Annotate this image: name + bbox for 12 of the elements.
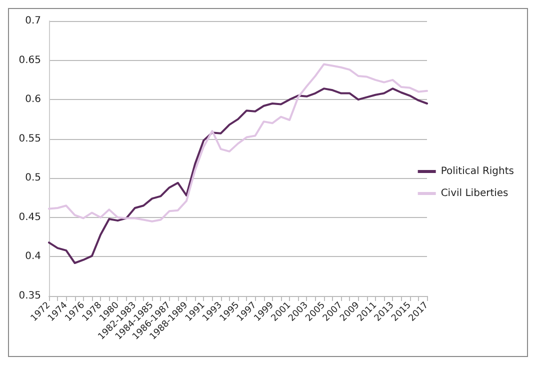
legend-label: Political Rights bbox=[440, 166, 514, 177]
y-tick-label: 0.35 bbox=[18, 290, 41, 302]
y-tick-label: 0.45 bbox=[18, 212, 41, 223]
y-tick-label: 0.65 bbox=[18, 54, 41, 66]
y-tick-label: 0.4 bbox=[25, 251, 41, 262]
line-series bbox=[48, 88, 428, 264]
legend-label: Civil Liberties bbox=[440, 188, 508, 199]
y-tick-label: 0.6 bbox=[25, 94, 41, 106]
y-tick-label: 0.55 bbox=[18, 133, 41, 144]
line-series bbox=[48, 63, 428, 222]
y-tick-label: 0.5 bbox=[25, 172, 41, 184]
y-tick-label: 0.7 bbox=[25, 16, 41, 26]
